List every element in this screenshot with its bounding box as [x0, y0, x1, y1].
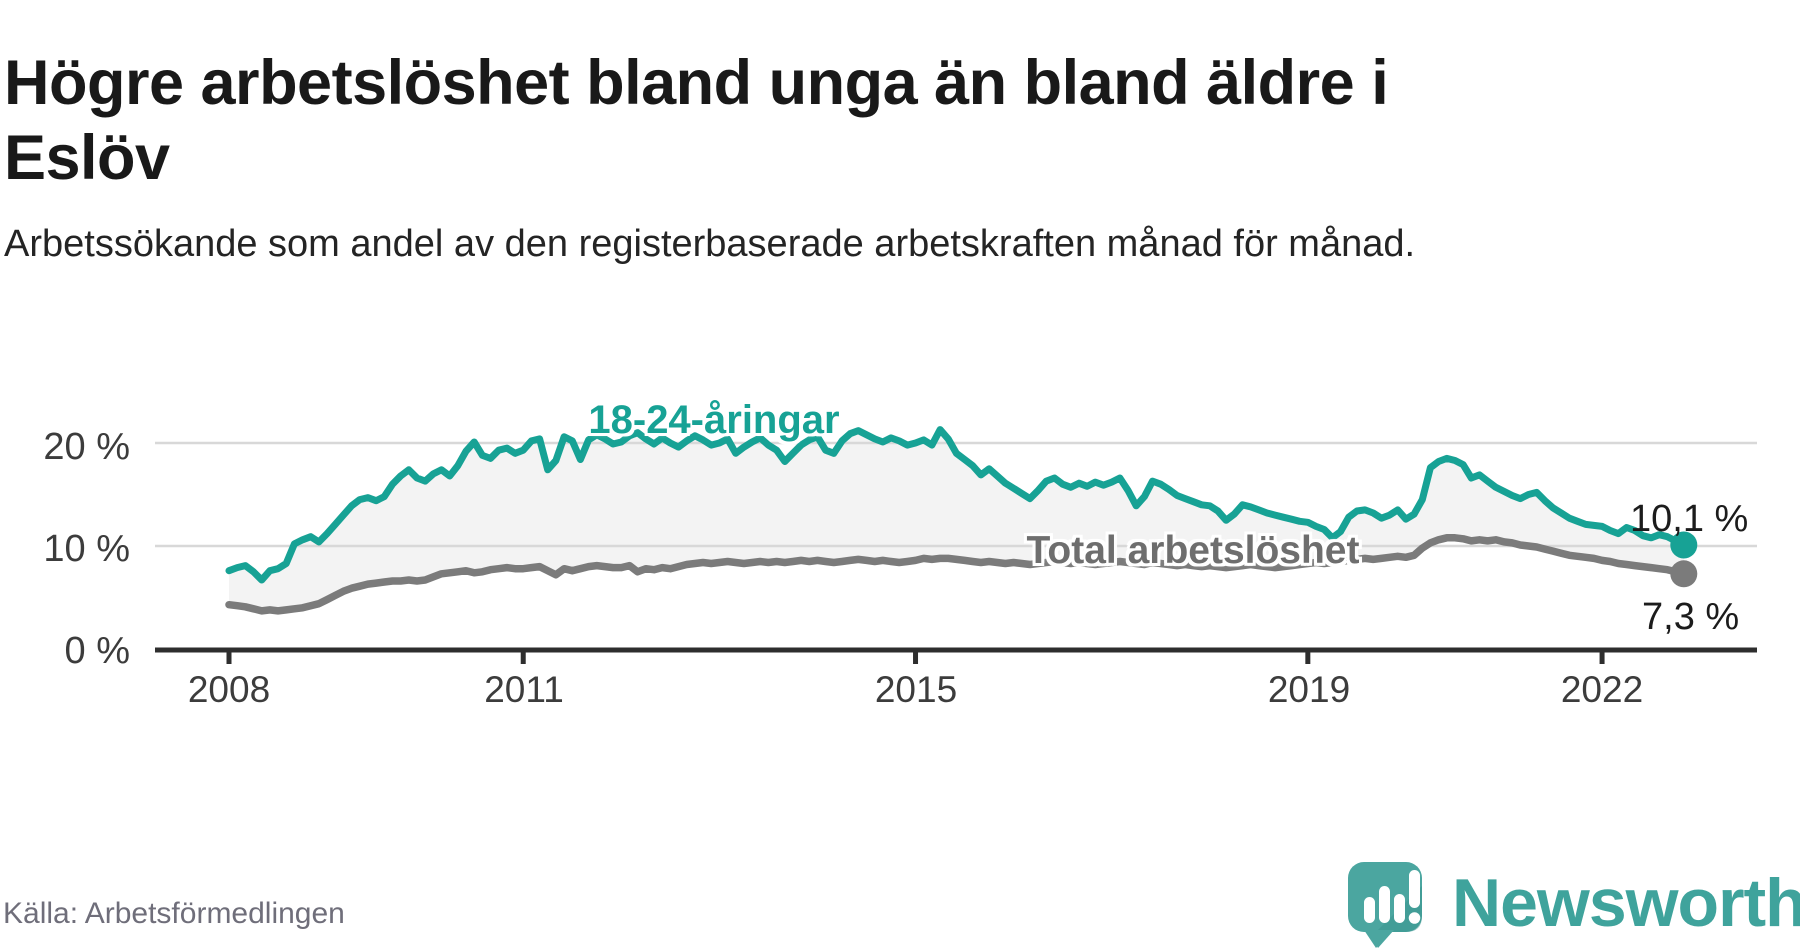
youth-end-dot — [1670, 531, 1698, 559]
x-tick-label-2008: 2008 — [187, 669, 271, 710]
y-tick-label-10: 10 % — [43, 528, 130, 570]
series-label-youth: 18-24-åringar — [588, 398, 840, 442]
x-tick-label-2015: 2015 — [874, 669, 958, 710]
logo-exclamation-dot — [1408, 912, 1421, 924]
y-tick-label-20: 20 % — [43, 426, 130, 468]
x-tick-label-2011: 2011 — [484, 669, 564, 710]
youth-end-value: 10,1 % — [1630, 498, 1749, 540]
brand-wordmark: Newsworthy — [1452, 865, 1800, 941]
youth-series-line — [225, 426, 1688, 584]
logo-exclamation-bar — [1409, 870, 1420, 908]
logo-bar-2 — [1379, 886, 1390, 923]
gridlines — [155, 441, 1757, 548]
y-tick-label-0: 0 % — [64, 630, 130, 672]
total-series-line — [225, 534, 1688, 615]
series-label-total: Total arbetslöshet — [1026, 529, 1360, 572]
total-end-value: 7,3 % — [1642, 596, 1740, 638]
axis-ticks — [226, 650, 1605, 664]
logo-bar-3 — [1394, 894, 1405, 923]
page-title: Högre arbetslöshet bland unga än bland ä… — [4, 48, 1389, 193]
x-tick-label-2022: 2022 — [1560, 669, 1644, 710]
logo-bar-1 — [1364, 897, 1375, 923]
x-tick-label-2019: 2019 — [1267, 669, 1351, 710]
page-subtitle: Arbetssökande som andel av den registerb… — [4, 223, 1416, 265]
source-note: Källa: Arbetsförmedlingen — [3, 897, 345, 930]
total-end-dot — [1670, 560, 1698, 588]
newsworthy-logo-icon — [1348, 862, 1422, 948]
